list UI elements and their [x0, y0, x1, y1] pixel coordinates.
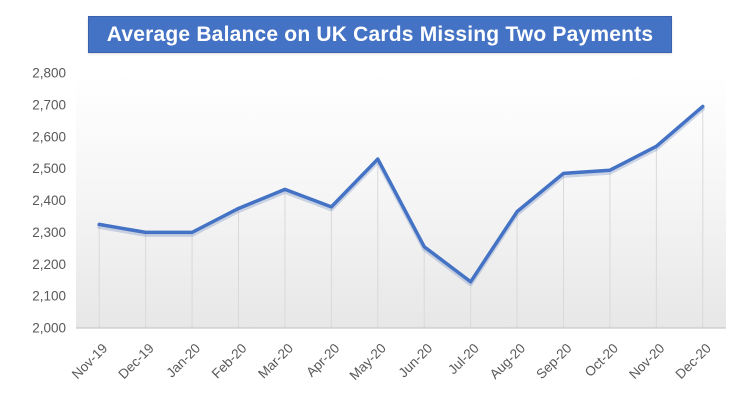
x-axis-tick-label: Nov-20: [626, 341, 667, 382]
x-axis-tick-label: Jun-20: [396, 341, 436, 381]
y-axis-tick-label: 2,100: [32, 289, 66, 304]
x-axis-tick-labels: Nov-19 Dec-19 Jan-20 Feb-20 Mar-20 Apr-20 May-…: [69, 341, 714, 383]
x-axis-tick-label: May-20: [346, 341, 388, 383]
y-axis-tick-label: 2,300: [32, 225, 66, 240]
data-line: [97, 104, 705, 284]
x-axis-tick-label: Jan-20: [163, 341, 203, 381]
y-axis-tick-label: 2,000: [32, 321, 66, 336]
x-axis-tick-label: Apr-20: [303, 341, 342, 380]
x-axis-tick-label: Aug-20: [487, 341, 528, 382]
droplines: [98, 107, 704, 328]
y-axis-tick-label: 2,700: [32, 97, 66, 112]
x-axis-tick-label: Feb-20: [209, 341, 250, 382]
y-axis-tick-label: 2,200: [32, 257, 66, 272]
x-axis-tick-label: Oct-20: [582, 341, 621, 380]
chart-title-box: Average Balance on UK Cards Missing Two …: [88, 16, 672, 53]
x-axis-tick-label: Mar-20: [255, 341, 296, 382]
y-axis-tick-label: 2,400: [32, 193, 66, 208]
x-axis-tick-label: Dec-19: [115, 341, 156, 382]
x-axis-tick-label: Nov-19: [69, 341, 110, 382]
x-axis-tick-label: Jul-20: [445, 341, 482, 378]
y-axis-tick-label: 2,800: [32, 66, 66, 81]
y-axis-tick-labels: 2,000 2,100 2,200 2,300 2,400 2,500 2,600 2,700…: [32, 66, 66, 336]
y-axis-tick-label: 2,600: [32, 129, 66, 144]
chart-title: Average Balance on UK Cards Missing Two …: [106, 22, 654, 46]
y-axis-tick-label: 2,500: [32, 161, 66, 176]
x-axis-tick-label: Dec-20: [673, 341, 714, 382]
x-axis-tick-label: Sep-20: [533, 341, 574, 382]
